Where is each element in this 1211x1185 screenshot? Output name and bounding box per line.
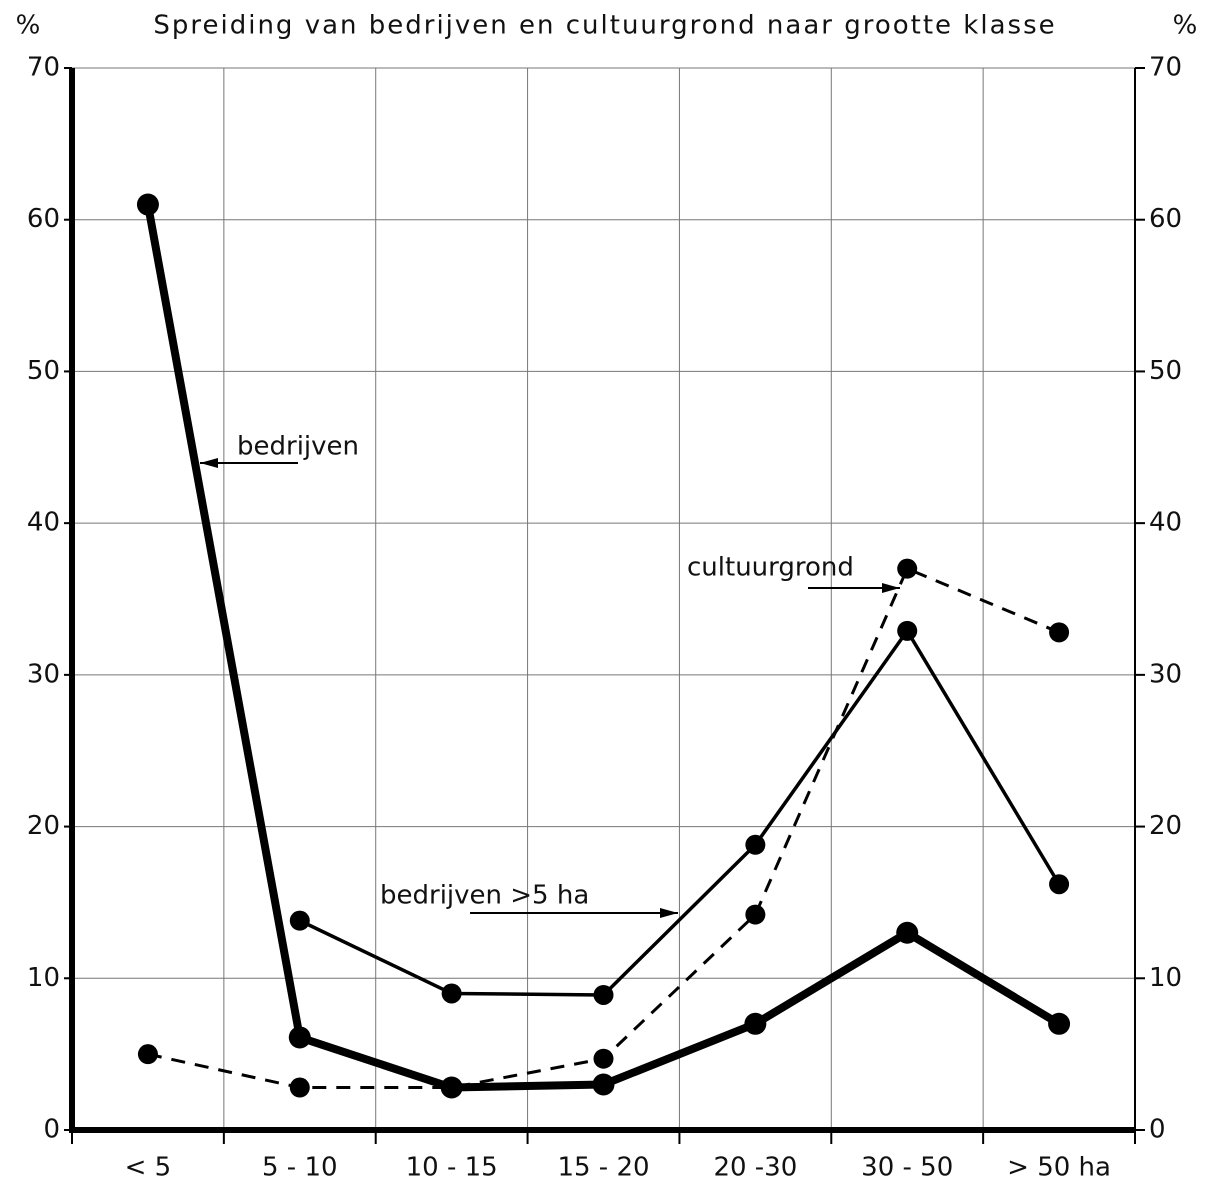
series-line xyxy=(147,567,1060,1090)
x-tick-label: 15 - 20 xyxy=(557,1153,649,1183)
point xyxy=(441,983,462,1004)
point xyxy=(1049,874,1070,895)
y-tick-label: 20 xyxy=(27,811,60,841)
x-tick-label: 20 -30 xyxy=(713,1153,797,1183)
x-tick-label: 5 - 10 xyxy=(262,1153,338,1183)
y-tick-label: 10 xyxy=(27,963,60,993)
y2-tick-label: 20 xyxy=(1149,811,1182,841)
point xyxy=(592,1073,615,1096)
point xyxy=(288,1026,311,1049)
point xyxy=(896,921,919,944)
point xyxy=(289,1077,310,1098)
series-annotation: bedrijven xyxy=(237,432,359,462)
y-tick-label: 50 xyxy=(27,356,60,386)
annotation-arrowhead xyxy=(660,908,678,918)
y2-tick-label: 30 xyxy=(1149,659,1182,689)
point xyxy=(441,1077,462,1098)
point xyxy=(289,910,310,931)
y-tick-label: 30 xyxy=(27,659,60,689)
point xyxy=(136,193,159,216)
y-tick-label: 70 xyxy=(27,53,60,83)
point xyxy=(745,834,766,855)
annotation-arrowhead xyxy=(200,458,218,468)
point xyxy=(897,558,918,579)
y2-tick-label: 70 xyxy=(1149,53,1182,83)
point xyxy=(744,1012,767,1035)
point xyxy=(593,984,614,1005)
y2-tick-label: 40 xyxy=(1149,508,1182,538)
annotation-arrowhead xyxy=(882,583,900,593)
x-tick-label: 30 - 50 xyxy=(861,1153,953,1183)
x-tick-label: > 50 ha xyxy=(1007,1153,1111,1183)
y2-tick-label: 10 xyxy=(1149,963,1182,993)
point xyxy=(745,904,766,925)
x-tick-label: < 5 xyxy=(125,1153,172,1183)
x-tick-label: 10 - 15 xyxy=(406,1153,498,1183)
series-line xyxy=(299,629,1061,997)
y-tick-label: 60 xyxy=(27,204,60,234)
series-annotation: bedrijven >5 ha xyxy=(380,881,589,911)
point xyxy=(593,1048,614,1069)
point xyxy=(1048,1012,1071,1035)
chart-title: Spreiding van bedrijven en cultuurgrond … xyxy=(153,11,1056,41)
series-line xyxy=(143,203,1062,1092)
y2-tick-label: 0 xyxy=(1149,1115,1166,1145)
point xyxy=(897,620,918,641)
point xyxy=(137,1044,158,1065)
y-tick-label: 40 xyxy=(27,508,60,538)
y-axis-label: % xyxy=(16,11,41,41)
y2-tick-label: 50 xyxy=(1149,356,1182,386)
point xyxy=(1049,622,1070,643)
y2-tick-label: 60 xyxy=(1149,204,1182,234)
series-annotation: cultuurgrond xyxy=(687,553,854,583)
y2-axis-label: % xyxy=(1173,11,1198,41)
y-tick-label: 0 xyxy=(43,1115,60,1145)
